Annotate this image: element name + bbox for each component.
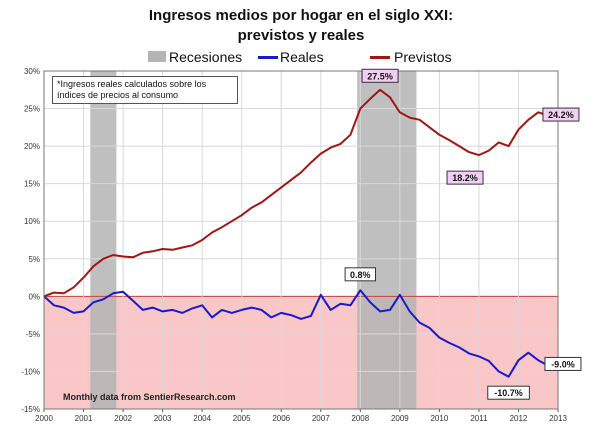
- callout-label: 18.2%: [452, 173, 478, 183]
- legend-swatch-previstos: [370, 56, 390, 59]
- callout-label: 27.5%: [367, 71, 393, 81]
- x-tick-label: 2002: [114, 414, 132, 423]
- y-tick-label: 30%: [24, 67, 40, 76]
- source-footer: Monthly data from SentierResearch.com: [63, 392, 236, 402]
- x-tick-label: 2004: [193, 414, 211, 423]
- legend-label-previstos: Previstos: [394, 49, 452, 65]
- y-tick-label: 5%: [28, 255, 40, 264]
- y-tick-label: -15%: [21, 405, 40, 414]
- callout-box: [446, 170, 484, 185]
- recession-band-2: [357, 71, 417, 409]
- methodology-note: *Ingresos reales calculados sobre los ín…: [52, 76, 238, 104]
- x-tick-label: 2013: [549, 414, 567, 423]
- y-tick-label: 15%: [24, 180, 40, 189]
- chart-title-line-1: Ingresos medios por hogar en el siglo XX…: [148, 7, 454, 24]
- recession-band-1: [90, 71, 117, 409]
- plot-frame: [43, 70, 559, 410]
- x-tick-label: 2000: [35, 414, 53, 423]
- x-tick-label: 2011: [470, 414, 488, 423]
- background-bands: [44, 71, 558, 409]
- chart-legend: Recesiones Reales Previstos: [0, 48, 602, 68]
- callout-label: 24.2%: [548, 110, 574, 120]
- y-tick-label: 20%: [24, 142, 40, 151]
- y-tick-label: 25%: [24, 105, 40, 114]
- chart-title: Ingresos medios por hogar en el siglo XX…: [0, 6, 602, 46]
- legend-swatch-reales: [258, 56, 278, 59]
- callout-label: -9.0%: [551, 359, 575, 369]
- callout-box: [487, 385, 530, 400]
- y-tick-label: -5%: [26, 330, 40, 339]
- chart-title-line-2: previstos y reales: [237, 27, 365, 44]
- callout-label: 0.8%: [350, 270, 371, 280]
- x-tick-label: 2001: [75, 414, 93, 423]
- x-tick-label: 2007: [312, 414, 330, 423]
- x-tick-label: 2009: [391, 414, 409, 423]
- legend-swatch-recesiones: [148, 51, 166, 62]
- negative-region: [44, 296, 558, 409]
- y-tick-label: 0%: [28, 292, 40, 301]
- series-line-reales: [43, 289, 546, 378]
- x-tick-label: 2012: [510, 414, 528, 423]
- callout-box: [544, 356, 582, 371]
- x-tick-label: 2010: [430, 414, 448, 423]
- x-tick-label: 2006: [272, 414, 290, 423]
- callout-label: -10.7%: [494, 388, 523, 398]
- series-lines: [43, 88, 546, 378]
- y-tick-label: 10%: [24, 217, 40, 226]
- y-tick-label: -10%: [21, 367, 40, 376]
- axes: -15% -10% -5% 0% 5% 10% 15% 20% 25% 30% 2000 2001 20…: [21, 67, 567, 423]
- series-line-previstos: [43, 88, 546, 298]
- value-callouts: 27.5% 18.2% 24.2% 0.8% -10.7% -9.0%: [344, 68, 582, 400]
- callout-box: [344, 267, 377, 282]
- x-tick-label: 2005: [233, 414, 251, 423]
- callout-box: [361, 68, 399, 83]
- legend-label-recesiones: Recesiones: [169, 49, 243, 65]
- callout-box: [542, 107, 580, 122]
- x-tick-label: 2003: [154, 414, 172, 423]
- legend-label-reales: Reales: [280, 49, 324, 65]
- x-tick-label: 2008: [351, 414, 369, 423]
